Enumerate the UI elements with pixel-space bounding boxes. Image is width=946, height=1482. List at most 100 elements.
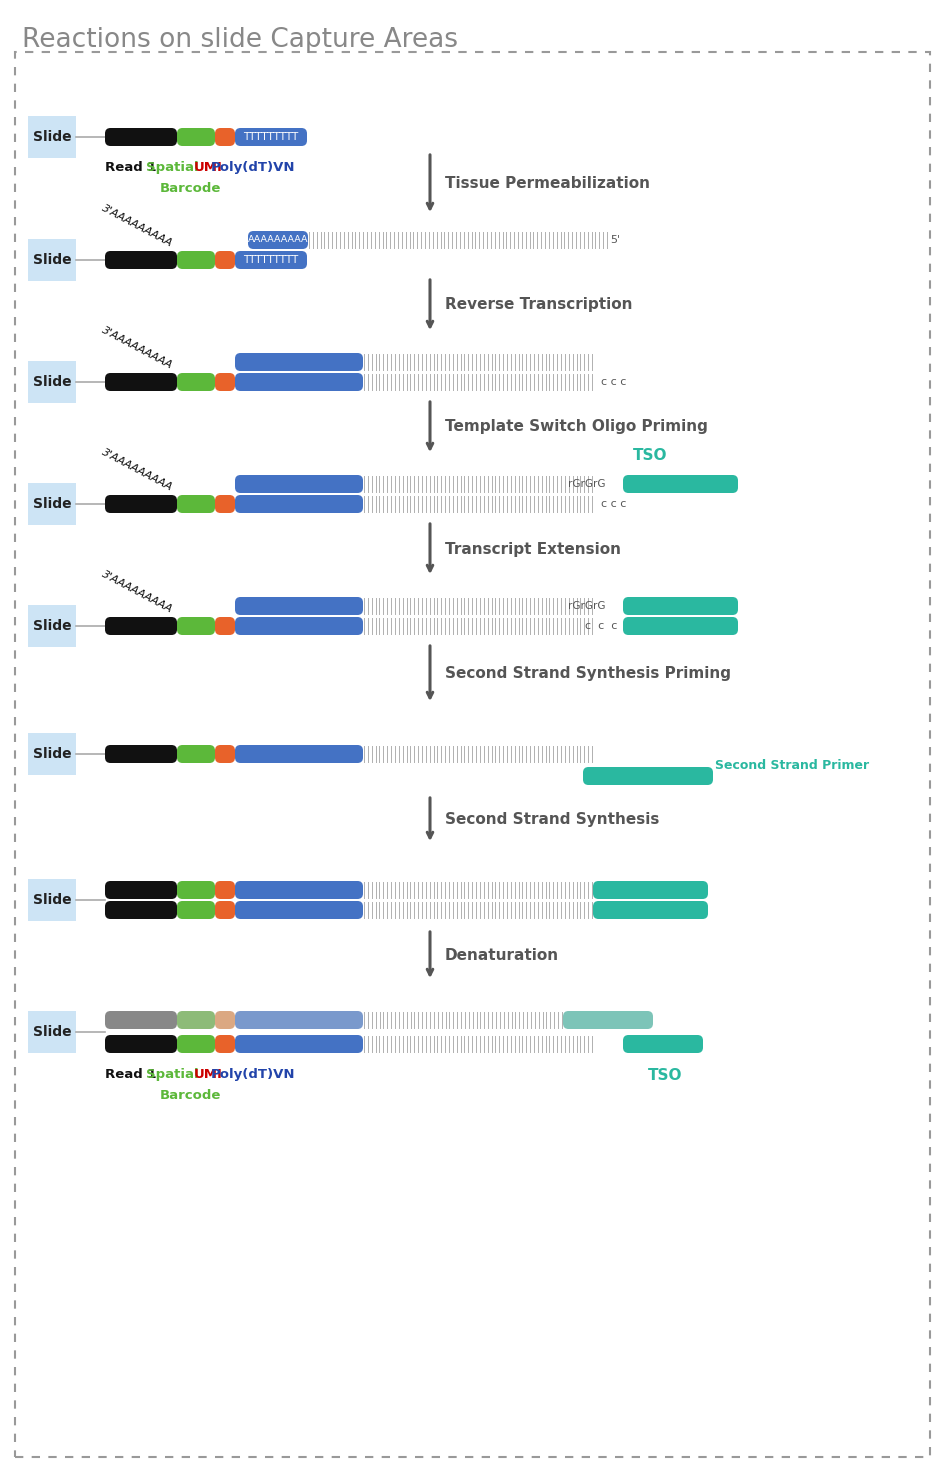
FancyBboxPatch shape bbox=[363, 745, 593, 763]
Text: AAAAAAAAA: AAAAAAAAA bbox=[248, 236, 308, 245]
FancyBboxPatch shape bbox=[105, 373, 177, 391]
Text: Slide: Slide bbox=[33, 1026, 71, 1039]
Text: Tissue Permeabilization: Tissue Permeabilization bbox=[445, 176, 650, 191]
FancyBboxPatch shape bbox=[235, 901, 363, 919]
FancyBboxPatch shape bbox=[215, 880, 235, 900]
FancyBboxPatch shape bbox=[235, 495, 363, 513]
Text: 3'AAAAAAAAA: 3'AAAAAAAAA bbox=[100, 569, 174, 615]
Text: TSO: TSO bbox=[633, 449, 668, 464]
FancyBboxPatch shape bbox=[363, 476, 593, 494]
FancyBboxPatch shape bbox=[235, 250, 307, 270]
FancyBboxPatch shape bbox=[215, 250, 235, 270]
FancyBboxPatch shape bbox=[105, 495, 177, 513]
FancyBboxPatch shape bbox=[363, 901, 593, 919]
FancyBboxPatch shape bbox=[28, 605, 76, 648]
FancyBboxPatch shape bbox=[28, 879, 76, 920]
FancyBboxPatch shape bbox=[215, 373, 235, 391]
FancyBboxPatch shape bbox=[105, 880, 177, 900]
Text: Second Strand Synthesis Priming: Second Strand Synthesis Priming bbox=[445, 665, 731, 682]
FancyBboxPatch shape bbox=[623, 1034, 703, 1054]
FancyBboxPatch shape bbox=[215, 1034, 235, 1054]
FancyBboxPatch shape bbox=[235, 745, 363, 763]
FancyBboxPatch shape bbox=[363, 353, 593, 370]
FancyBboxPatch shape bbox=[593, 880, 708, 900]
FancyBboxPatch shape bbox=[563, 1011, 653, 1029]
FancyBboxPatch shape bbox=[28, 483, 76, 525]
Text: Barcode: Barcode bbox=[160, 182, 221, 196]
FancyBboxPatch shape bbox=[177, 1011, 215, 1029]
FancyBboxPatch shape bbox=[105, 250, 177, 270]
Text: UMI: UMI bbox=[193, 162, 222, 173]
FancyBboxPatch shape bbox=[363, 597, 593, 615]
FancyBboxPatch shape bbox=[623, 617, 738, 634]
FancyBboxPatch shape bbox=[363, 495, 593, 513]
FancyBboxPatch shape bbox=[623, 597, 738, 615]
FancyBboxPatch shape bbox=[105, 127, 177, 147]
Text: Transcript Extension: Transcript Extension bbox=[445, 541, 621, 557]
FancyBboxPatch shape bbox=[215, 745, 235, 763]
FancyBboxPatch shape bbox=[177, 495, 215, 513]
FancyBboxPatch shape bbox=[235, 880, 363, 900]
Text: Reactions on slide Capture Areas: Reactions on slide Capture Areas bbox=[22, 27, 458, 53]
Text: TTTTTTTTT: TTTTTTTTT bbox=[243, 132, 299, 142]
FancyBboxPatch shape bbox=[235, 127, 307, 147]
Text: c  c  c: c c c bbox=[585, 621, 618, 631]
Text: Template Switch Oligo Priming: Template Switch Oligo Priming bbox=[445, 419, 708, 434]
Text: rGrGrG: rGrGrG bbox=[568, 479, 605, 489]
FancyBboxPatch shape bbox=[215, 1011, 235, 1029]
FancyBboxPatch shape bbox=[215, 495, 235, 513]
FancyBboxPatch shape bbox=[215, 617, 235, 634]
Text: Read 1: Read 1 bbox=[105, 162, 161, 173]
FancyBboxPatch shape bbox=[363, 1011, 563, 1029]
Text: Slide: Slide bbox=[33, 747, 71, 760]
FancyBboxPatch shape bbox=[177, 1034, 215, 1054]
FancyBboxPatch shape bbox=[363, 373, 593, 391]
Text: Poly(dT)VN: Poly(dT)VN bbox=[211, 1069, 295, 1080]
Text: Poly(dT)VN: Poly(dT)VN bbox=[211, 162, 295, 173]
FancyBboxPatch shape bbox=[28, 362, 76, 403]
FancyBboxPatch shape bbox=[235, 353, 363, 370]
FancyBboxPatch shape bbox=[105, 745, 177, 763]
Text: Second Strand Synthesis: Second Strand Synthesis bbox=[445, 812, 659, 827]
FancyBboxPatch shape bbox=[28, 1011, 76, 1054]
Text: rGrGrG: rGrGrG bbox=[568, 602, 605, 611]
FancyBboxPatch shape bbox=[28, 734, 76, 775]
FancyBboxPatch shape bbox=[105, 1034, 177, 1054]
Text: Spatial: Spatial bbox=[147, 162, 203, 173]
Text: Slide: Slide bbox=[33, 375, 71, 388]
FancyBboxPatch shape bbox=[235, 597, 363, 615]
FancyBboxPatch shape bbox=[235, 1034, 363, 1054]
FancyBboxPatch shape bbox=[308, 231, 608, 249]
Text: Slide: Slide bbox=[33, 894, 71, 907]
FancyBboxPatch shape bbox=[177, 901, 215, 919]
Text: TTTTTTTTT: TTTTTTTTT bbox=[243, 255, 299, 265]
Text: Slide: Slide bbox=[33, 496, 71, 511]
FancyBboxPatch shape bbox=[623, 476, 738, 494]
Text: Barcode: Barcode bbox=[160, 1089, 221, 1103]
Text: Reverse Transcription: Reverse Transcription bbox=[445, 298, 633, 313]
FancyBboxPatch shape bbox=[235, 1011, 363, 1029]
FancyBboxPatch shape bbox=[363, 1034, 593, 1054]
FancyBboxPatch shape bbox=[105, 901, 177, 919]
Text: c c c: c c c bbox=[601, 376, 626, 387]
Text: UMI: UMI bbox=[193, 1069, 222, 1080]
FancyBboxPatch shape bbox=[583, 768, 713, 785]
Text: 5': 5' bbox=[610, 236, 621, 245]
Text: 3'AAAAAAAAA: 3'AAAAAAAAA bbox=[100, 325, 174, 370]
FancyBboxPatch shape bbox=[593, 901, 708, 919]
FancyBboxPatch shape bbox=[363, 617, 593, 634]
Text: Slide: Slide bbox=[33, 253, 71, 267]
FancyBboxPatch shape bbox=[215, 127, 235, 147]
FancyBboxPatch shape bbox=[177, 250, 215, 270]
FancyBboxPatch shape bbox=[28, 116, 76, 159]
FancyBboxPatch shape bbox=[177, 880, 215, 900]
Text: TSO: TSO bbox=[648, 1069, 682, 1083]
FancyBboxPatch shape bbox=[235, 617, 363, 634]
FancyBboxPatch shape bbox=[28, 239, 76, 282]
Text: Slide: Slide bbox=[33, 130, 71, 144]
FancyBboxPatch shape bbox=[177, 745, 215, 763]
FancyBboxPatch shape bbox=[105, 1011, 177, 1029]
Text: 3'AAAAAAAAA: 3'AAAAAAAAA bbox=[100, 448, 174, 494]
FancyBboxPatch shape bbox=[177, 127, 215, 147]
FancyBboxPatch shape bbox=[235, 373, 363, 391]
